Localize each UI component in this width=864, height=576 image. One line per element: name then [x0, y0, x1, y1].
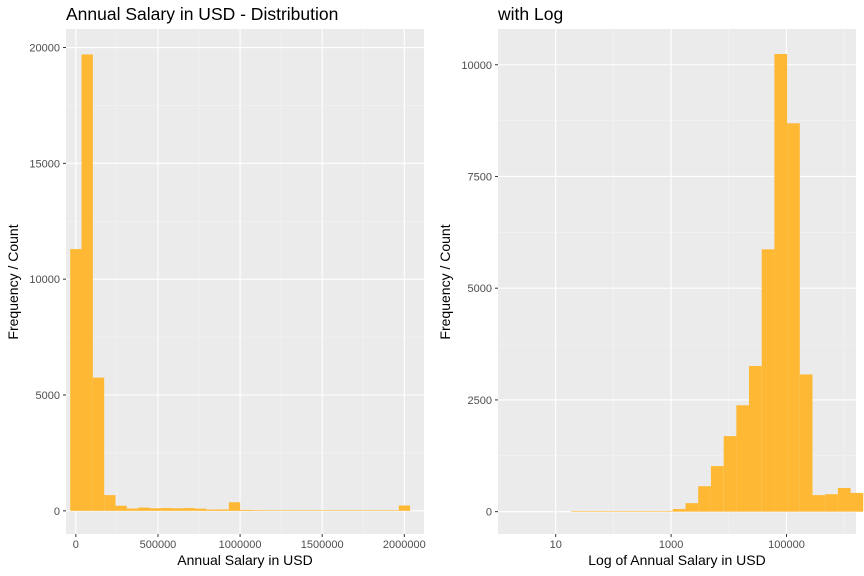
y-tick-label: 15000: [29, 158, 60, 170]
histogram-bar: [698, 486, 711, 512]
histogram-bar: [748, 365, 762, 512]
histogram-bar: [398, 505, 411, 511]
histogram-bar: [812, 495, 826, 512]
plot-background: [66, 29, 424, 534]
histogram-bar: [92, 377, 105, 511]
x-tick-label: 2000000: [383, 539, 426, 551]
x-tick-label: 1000: [659, 539, 683, 551]
x-tick-label: 10: [550, 539, 562, 551]
histogram-bar: [149, 508, 161, 511]
y-tick-label: 10000: [29, 274, 60, 286]
histogram-bar: [194, 508, 207, 511]
histogram-bar: [126, 508, 139, 511]
y-axis-title: Frequency / Count: [5, 224, 21, 339]
y-tick-label: 0: [54, 506, 60, 518]
histogram-bar: [251, 510, 263, 511]
x-tick-label: 100000: [768, 539, 805, 551]
x-axis-ticks: 10 1000 100000: [550, 534, 805, 551]
histogram-bar: [685, 503, 699, 512]
chart-title: Annual Salary in USD - Distribution: [66, 4, 338, 24]
histogram-bar: [160, 508, 173, 511]
histogram-bar: [774, 54, 788, 512]
x-tick-label: 1000000: [219, 539, 262, 551]
histogram-bar: [296, 510, 309, 511]
y-axis-ticks: 0 5000 10000 15000 20000: [29, 43, 66, 518]
x-axis-title: Annual Salary in USD: [177, 552, 312, 568]
histogram-bar: [622, 511, 635, 512]
histogram-bar: [837, 487, 851, 512]
y-axis-title: Frequency / Count: [437, 224, 453, 339]
y-tick-label: 20000: [29, 43, 60, 55]
y-tick-label: 7500: [468, 171, 492, 183]
histogram-bar: [376, 510, 388, 511]
y-tick-label: 10000: [461, 60, 492, 72]
x-axis-ticks: 0 500000 1000000 1500000 2000000: [73, 534, 426, 551]
y-axis-ticks: 0 2500 5000 7500 10000: [461, 60, 498, 519]
histogram-bar: [609, 511, 623, 512]
y-tick-label: 0: [486, 507, 492, 519]
histogram-bar: [70, 249, 82, 511]
y-tick-label: 5000: [468, 283, 492, 295]
histogram-bar: [206, 509, 218, 511]
histogram-bar: [387, 510, 399, 511]
histogram-bar: [353, 510, 365, 511]
y-tick-label: 2500: [468, 395, 492, 407]
histogram-bar: [596, 511, 610, 512]
histogram-bar: [364, 510, 377, 511]
histogram-bar: [761, 249, 775, 512]
histogram-bar: [825, 494, 838, 512]
chart-title: with Log: [497, 4, 563, 24]
histogram-bar: [736, 405, 750, 512]
histogram-bar: [228, 502, 241, 511]
histogram-bar: [672, 508, 686, 512]
x-axis-title: Log of Annual Salary in USD: [588, 552, 765, 568]
histogram-bar: [104, 495, 116, 511]
histogram-bar: [571, 511, 584, 512]
y-tick-label: 5000: [36, 390, 60, 402]
histogram-bar: [115, 505, 127, 511]
histogram-bar: [138, 507, 150, 511]
x-tick-label: 500000: [140, 539, 177, 551]
histogram-bar: [217, 509, 229, 511]
x-tick-label: 0: [73, 539, 79, 551]
histogram-bars: [571, 54, 864, 512]
histogram-bar: [274, 510, 286, 511]
histogram-log-salary-panel: with Log 0 2500 5000 7500 10000 10 1000 100000…: [437, 4, 864, 568]
histogram-bar: [799, 374, 813, 512]
histogram-bar: [285, 510, 297, 511]
histogram-bar: [850, 492, 864, 512]
histogram-bar: [319, 510, 331, 511]
histogram-bar: [330, 510, 343, 511]
histogram-bar: [342, 510, 354, 511]
histogram-bar: [240, 509, 252, 511]
histogram-bar: [81, 54, 93, 511]
histogram-bar: [634, 511, 648, 512]
histogram-bar: [660, 511, 673, 512]
histogram-bar: [710, 466, 724, 512]
histogram-salary-panel: Annual Salary in USD - Distribution 0 500…: [5, 4, 426, 568]
x-tick-label: 1500000: [301, 539, 344, 551]
histogram-bar: [787, 123, 800, 512]
histogram-bar: [262, 510, 275, 511]
histogram-bar: [183, 508, 195, 511]
histogram-bar: [647, 511, 661, 512]
histogram-bar: [584, 511, 597, 512]
histogram-bar: [308, 510, 320, 511]
histogram-bars: [70, 54, 411, 511]
histogram-bar: [723, 436, 737, 512]
histogram-bar: [172, 508, 184, 511]
